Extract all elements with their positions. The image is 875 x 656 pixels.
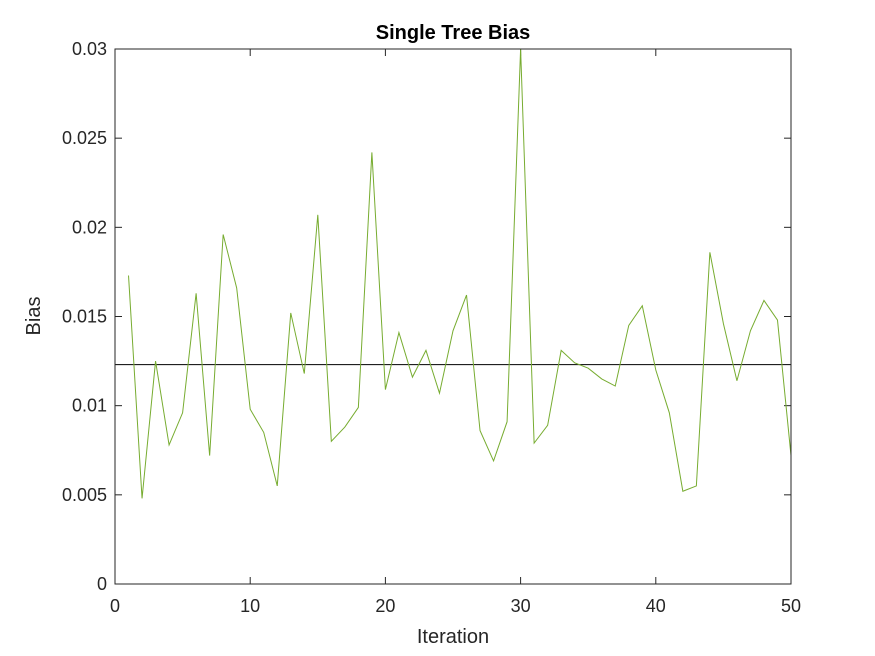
y-tick-label: 0.02 [72,217,107,237]
x-tick-label: 20 [375,596,395,616]
y-tick-label: 0.015 [62,307,107,327]
x-tick-label: 10 [240,596,260,616]
x-tick-label: 0 [110,596,120,616]
x-tick-label: 50 [781,596,801,616]
y-tick-label: 0.005 [62,485,107,505]
x-tick-label: 40 [646,596,666,616]
y-tick-label: 0 [97,574,107,594]
y-tick-label: 0.025 [62,128,107,148]
chart-title: Single Tree Bias [376,22,531,44]
y-axis-ticks: 0 0.005 0.01 0.015 0.02 0.025 0.03 [62,39,791,594]
y-tick-label: 0.03 [72,39,107,59]
series-line-bias [128,48,792,499]
x-tick-label: 30 [511,596,531,616]
y-axis-label: Bias [23,297,45,336]
x-axis-ticks: 0 10 20 30 40 50 [110,49,801,616]
y-tick-label: 0.01 [72,396,107,416]
axes-box [114,48,792,585]
x-axis-label: Iteration [417,626,489,648]
plot-area [115,49,791,584]
